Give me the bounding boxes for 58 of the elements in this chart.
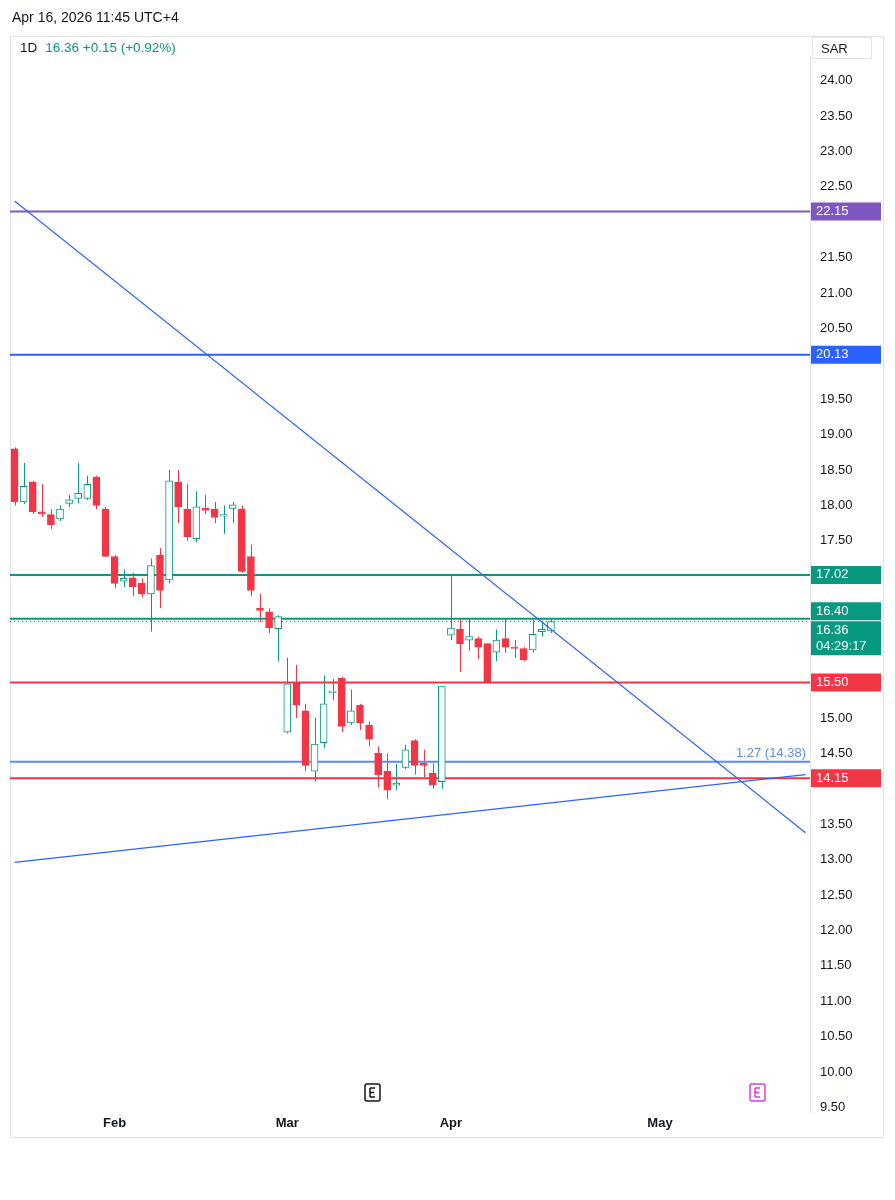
y-tick-label: 12.00 [820, 921, 853, 937]
y-tick-label: 19.50 [820, 390, 853, 406]
y-tick-label: 21.00 [820, 284, 853, 300]
y-tick-label: 11.50 [820, 957, 852, 973]
y-tick-label: 10.00 [820, 1063, 853, 1079]
y-tick-label: 18.00 [820, 497, 853, 513]
candlestick [219, 504, 228, 535]
ref-line-label: 16.40 [816, 602, 849, 618]
y-tick-label: 18.50 [820, 461, 853, 477]
candlestick [392, 763, 401, 791]
candlestick [201, 494, 210, 515]
ref-line-label: 1.27 (14.38) [735, 745, 806, 761]
y-tick-label: 13.50 [820, 815, 853, 831]
candlestick [328, 678, 337, 701]
candlestick [456, 618, 464, 673]
ref-line-label: 17.02 [816, 566, 849, 582]
y-tick-label: 21.50 [820, 249, 853, 265]
candlestick [410, 738, 419, 776]
ref-line-label: 15.50 [816, 674, 849, 690]
y-tick-label: 20.50 [820, 320, 853, 336]
chart-subtitle: 16.36 +0.15 (+0.92%) [45, 40, 176, 55]
y-tick-label: 19.00 [820, 426, 853, 442]
y-tick-label: 24.00 [820, 72, 853, 88]
text: Apr 16, 2026 11:45 UTC+4 [12, 9, 179, 25]
candlestick [365, 720, 373, 747]
y-tick-label: 23.00 [820, 142, 853, 158]
ref-line-label: 16.36 04:29:17 [816, 621, 867, 653]
y-tick-label: 10.50 [820, 1028, 853, 1044]
x-tick-label: Mar [275, 1114, 299, 1130]
y-tick-label: 13.00 [820, 851, 853, 867]
y-tick-label: 22.50 [820, 178, 853, 194]
y-tick-label: 12.50 [820, 886, 853, 902]
x-tick-label: May [647, 1114, 674, 1130]
candlestick [228, 501, 237, 524]
y-tick-label: 15.00 [820, 709, 853, 725]
ref-line-label: 20.13 [816, 346, 849, 362]
ref-line-label: 14.15 [816, 769, 849, 785]
candlestick [47, 508, 55, 530]
candlestick [474, 636, 483, 660]
x-tick-label: Apr [439, 1114, 463, 1130]
candlestick [401, 744, 410, 770]
candlestick [347, 689, 355, 726]
y-tick-label: 11.00 [820, 992, 852, 1008]
candlestick [174, 469, 183, 524]
candlestick [265, 607, 273, 634]
y-tick-label: 9.50 [820, 1099, 846, 1115]
y-tick-label: 17.50 [820, 532, 853, 548]
candlestick [83, 475, 92, 501]
candlestick [74, 462, 83, 504]
candlestick [128, 572, 137, 597]
candlestick [356, 703, 364, 731]
candlestick [256, 593, 264, 623]
y-tick-label: 23.50 [820, 107, 853, 123]
y-tick-label: 14.50 [820, 744, 853, 760]
ref-line-label: 22.15 [816, 203, 849, 219]
chart-title: 1D [20, 40, 38, 55]
x-tick-label: Feb [102, 1114, 127, 1130]
y-axis-title: SAR [812, 37, 872, 59]
